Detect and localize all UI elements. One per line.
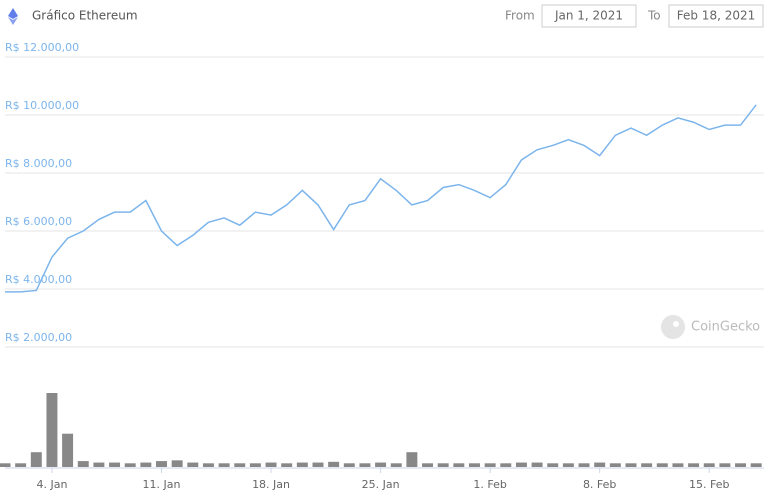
volume-bar xyxy=(62,433,74,467)
volume-bar xyxy=(625,463,637,467)
volume-bar xyxy=(469,463,480,467)
from-label: From xyxy=(505,9,535,23)
volume-bar xyxy=(406,452,418,467)
y-tick-label: R$ 4.000,00 xyxy=(5,273,72,286)
volume-bar xyxy=(500,463,512,467)
volume-bar xyxy=(688,463,700,467)
volume-bar xyxy=(156,461,167,467)
from-value[interactable]: Jan 1, 2021 xyxy=(554,9,623,23)
volume-bar xyxy=(562,463,574,467)
volume-bar xyxy=(359,463,371,467)
price-line xyxy=(5,104,757,293)
eth-icon xyxy=(8,8,18,25)
volume-bar xyxy=(735,463,747,467)
x-tick-label: 15. Feb xyxy=(689,478,729,491)
y-tick-label: R$ 10.000,00 xyxy=(5,99,79,112)
volume-bar xyxy=(202,463,214,467)
volume-bar xyxy=(109,462,121,467)
x-tick-label: 11. Jan xyxy=(143,478,181,491)
x-tick-label: 8. Feb xyxy=(583,478,616,491)
volume-bar xyxy=(249,463,261,467)
y-tick-label: R$ 6.000,00 xyxy=(5,215,72,228)
volume-bar xyxy=(531,462,543,467)
x-tick-label: 4. Jan xyxy=(36,478,67,491)
volume-bar xyxy=(453,463,465,467)
volume-bar xyxy=(719,463,731,467)
volume-bar xyxy=(328,461,340,467)
volume-bar xyxy=(218,463,230,467)
y-tick-label: R$ 2.000,00 xyxy=(5,331,72,344)
volume-bar xyxy=(15,463,27,467)
volume-bar xyxy=(750,463,762,467)
from-input[interactable] xyxy=(541,4,637,28)
x-tick-label: 1. Feb xyxy=(473,478,506,491)
volume-bar xyxy=(390,463,402,467)
watermark: CoinGecko xyxy=(691,320,760,335)
volume-bar xyxy=(124,463,136,467)
volume-bar xyxy=(281,463,293,467)
volume-bar xyxy=(594,462,606,467)
x-tick-label: 18. Jan xyxy=(252,478,290,491)
volume-bar xyxy=(656,463,668,467)
x-tick-label: 25. Jan xyxy=(362,478,400,491)
volume-bar xyxy=(641,463,653,467)
volume-bar xyxy=(93,462,105,467)
volume-bar xyxy=(0,463,11,467)
volume-bar xyxy=(343,463,355,467)
volume-bar xyxy=(234,463,246,467)
volume-bar xyxy=(437,463,449,467)
volume-bar xyxy=(46,393,58,467)
volume-bar xyxy=(30,452,42,467)
volume-bar xyxy=(296,462,308,467)
to-value[interactable]: Feb 18, 2021 xyxy=(677,9,756,23)
y-tick-label: R$ 12.000,00 xyxy=(5,41,79,54)
volume-bar xyxy=(515,462,527,467)
chart-title: Gráfico Ethereum xyxy=(32,9,138,23)
volume-bar xyxy=(375,462,387,467)
volume-bar xyxy=(609,463,621,467)
volume-bar xyxy=(422,463,434,467)
y-tick-label: R$ 8.000,00 xyxy=(5,157,72,170)
volume-bar xyxy=(547,463,559,467)
volume-bar xyxy=(578,463,590,467)
to-label: To xyxy=(647,9,661,23)
volume-bar xyxy=(187,462,199,467)
volume-bar xyxy=(484,463,496,467)
volume-bar xyxy=(672,463,684,467)
volume-bar xyxy=(171,460,183,467)
volume-bar xyxy=(77,461,89,467)
volume-bar xyxy=(265,462,277,467)
volume-bar xyxy=(140,462,152,467)
to-input[interactable] xyxy=(668,4,764,28)
volume-bar xyxy=(703,463,715,467)
volume-bar xyxy=(312,462,324,467)
watermark-logo xyxy=(661,315,685,339)
